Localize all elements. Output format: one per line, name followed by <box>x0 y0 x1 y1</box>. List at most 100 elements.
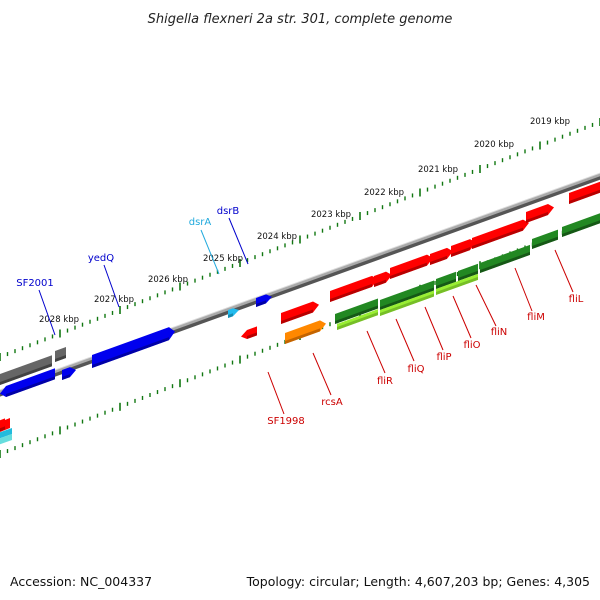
gene-gray-2 <box>55 347 66 362</box>
gene-flin <box>451 239 476 257</box>
cog-flir <box>335 298 378 324</box>
gene-sf2001 <box>0 368 55 397</box>
accession-text: Accession: NC_004337 <box>10 574 152 589</box>
leader-fliP <box>424 306 444 351</box>
cog-light-2 <box>380 290 434 316</box>
cog-light-3 <box>436 273 478 295</box>
label-fliN: fliN <box>491 327 508 338</box>
gene-dsra <box>228 308 239 318</box>
label-leaders <box>38 217 574 415</box>
kbp-label: 2019 kbp <box>530 117 570 127</box>
gene-fliq-shade <box>374 279 386 287</box>
cog-fliq-p-shade <box>380 287 434 310</box>
gene-flik <box>569 181 600 204</box>
leader-fliM <box>514 267 533 312</box>
outer-tick-ring <box>0 118 600 361</box>
cog-flim <box>480 244 530 273</box>
gene-flir-shade <box>330 283 372 302</box>
gene-flil-shade <box>526 212 548 223</box>
cog-flir-shade <box>335 305 378 324</box>
label-SF1998: SF1998 <box>267 416 305 427</box>
label-dsrB: dsrB <box>217 206 240 217</box>
genome-backbone <box>0 172 600 397</box>
label-yedQ: yedQ <box>88 253 114 264</box>
gene-gray-1-shade <box>0 363 52 385</box>
genome-stats-text: Topology: circular; Length: 4,607,203 bp… <box>246 574 590 589</box>
kbp-label: 2028 kbp <box>39 315 79 325</box>
gene-dsrb <box>256 294 272 307</box>
cog-fliq-p <box>380 280 434 310</box>
kbp-label: 2025 kbp <box>203 254 243 264</box>
gene-sf1998-fwd <box>281 301 319 324</box>
kbp-label: 2022 kbp <box>364 188 404 198</box>
gene-flir <box>330 275 378 302</box>
leader-SF1998 <box>267 371 285 415</box>
leader-fliN <box>475 284 497 327</box>
gene-dsra-shade <box>228 313 233 318</box>
kbp-label: 2020 kbp <box>474 140 514 150</box>
gene-labels: SF2001 yedQ dsrA dsrB SF1998 rcsA fliR fliQ fliP… <box>16 206 584 427</box>
leader-rcsA <box>312 352 332 396</box>
kbp-labels: 2019 kbp 2020 kbp 2021 kbp 2022 kbp 2023 kbp… <box>39 117 570 325</box>
gene-edge-shade <box>0 426 5 432</box>
gene-yedq-shade <box>92 337 169 368</box>
gene-flik-shade <box>569 189 600 204</box>
gene-fliq <box>374 271 392 287</box>
leader-yedQ <box>103 264 120 308</box>
gene-flim <box>472 219 529 249</box>
gene-flim-shade <box>472 227 523 249</box>
label-fliR: fliR <box>377 376 393 387</box>
leader-fliR <box>366 330 386 374</box>
gene-sf2001b <box>62 367 76 380</box>
gene-sf1998-shade <box>247 332 257 339</box>
gene-rcsa-shade <box>285 328 320 344</box>
gene-rcsa <box>285 320 326 344</box>
label-SF2001: SF2001 <box>16 278 54 289</box>
cog-light-1 <box>337 309 378 330</box>
gene-flin-shade <box>451 247 470 257</box>
cog-flil <box>532 229 558 249</box>
cog-light-2-shade <box>380 293 434 316</box>
label-fliO: fliO <box>464 340 481 351</box>
kbp-label: 2023 kbp <box>311 210 351 220</box>
gene-flip-shade <box>390 262 427 279</box>
label-fliM: fliM <box>527 312 545 323</box>
leader-dsrA <box>200 229 220 275</box>
label-rcsA: rcsA <box>321 397 343 408</box>
gene-flil <box>526 204 554 223</box>
gene-yedq <box>92 327 175 368</box>
kbp-label: 2024 kbp <box>257 232 297 242</box>
cog-flio <box>436 271 456 289</box>
kbp-label: 2027 kbp <box>94 295 134 305</box>
label-fliP: fliP <box>436 352 451 363</box>
gene-flip <box>390 254 433 279</box>
kbp-label: 2021 kbp <box>418 165 458 175</box>
gene-gray-1 <box>0 355 52 385</box>
gene-sf2001b-shade <box>62 374 70 380</box>
map-title: Shigella flexneri 2a str. 301, complete … <box>148 12 453 27</box>
leader-SF2001 <box>38 289 56 336</box>
kbp-label: 2026 kbp <box>148 275 188 285</box>
gene-sf2001-shade <box>6 376 55 397</box>
cog-flin <box>458 263 478 281</box>
cog-light-3-shade <box>436 276 478 295</box>
cog-flil-shade <box>532 236 558 249</box>
cog-flik <box>562 213 600 237</box>
cog-flik-shade <box>562 220 600 237</box>
gene-features <box>0 181 600 432</box>
leader-fliL <box>554 249 574 293</box>
gene-sf1998-fwd-shade <box>281 309 313 324</box>
cog-flio-shade <box>436 278 456 289</box>
gene-sf1998 <box>241 326 257 339</box>
gene-sf2001-body <box>0 368 55 397</box>
cog-light-1-shade <box>337 312 378 330</box>
leader-fliO <box>452 295 472 339</box>
gene-edge <box>0 418 5 432</box>
gene-gray-2-shade <box>55 355 66 362</box>
label-fliQ: fliQ <box>408 364 425 375</box>
leader-fliQ <box>395 318 415 362</box>
gene-flio <box>430 247 453 265</box>
cog-flin-shade <box>458 270 478 281</box>
cog-flim-shade <box>480 251 530 273</box>
